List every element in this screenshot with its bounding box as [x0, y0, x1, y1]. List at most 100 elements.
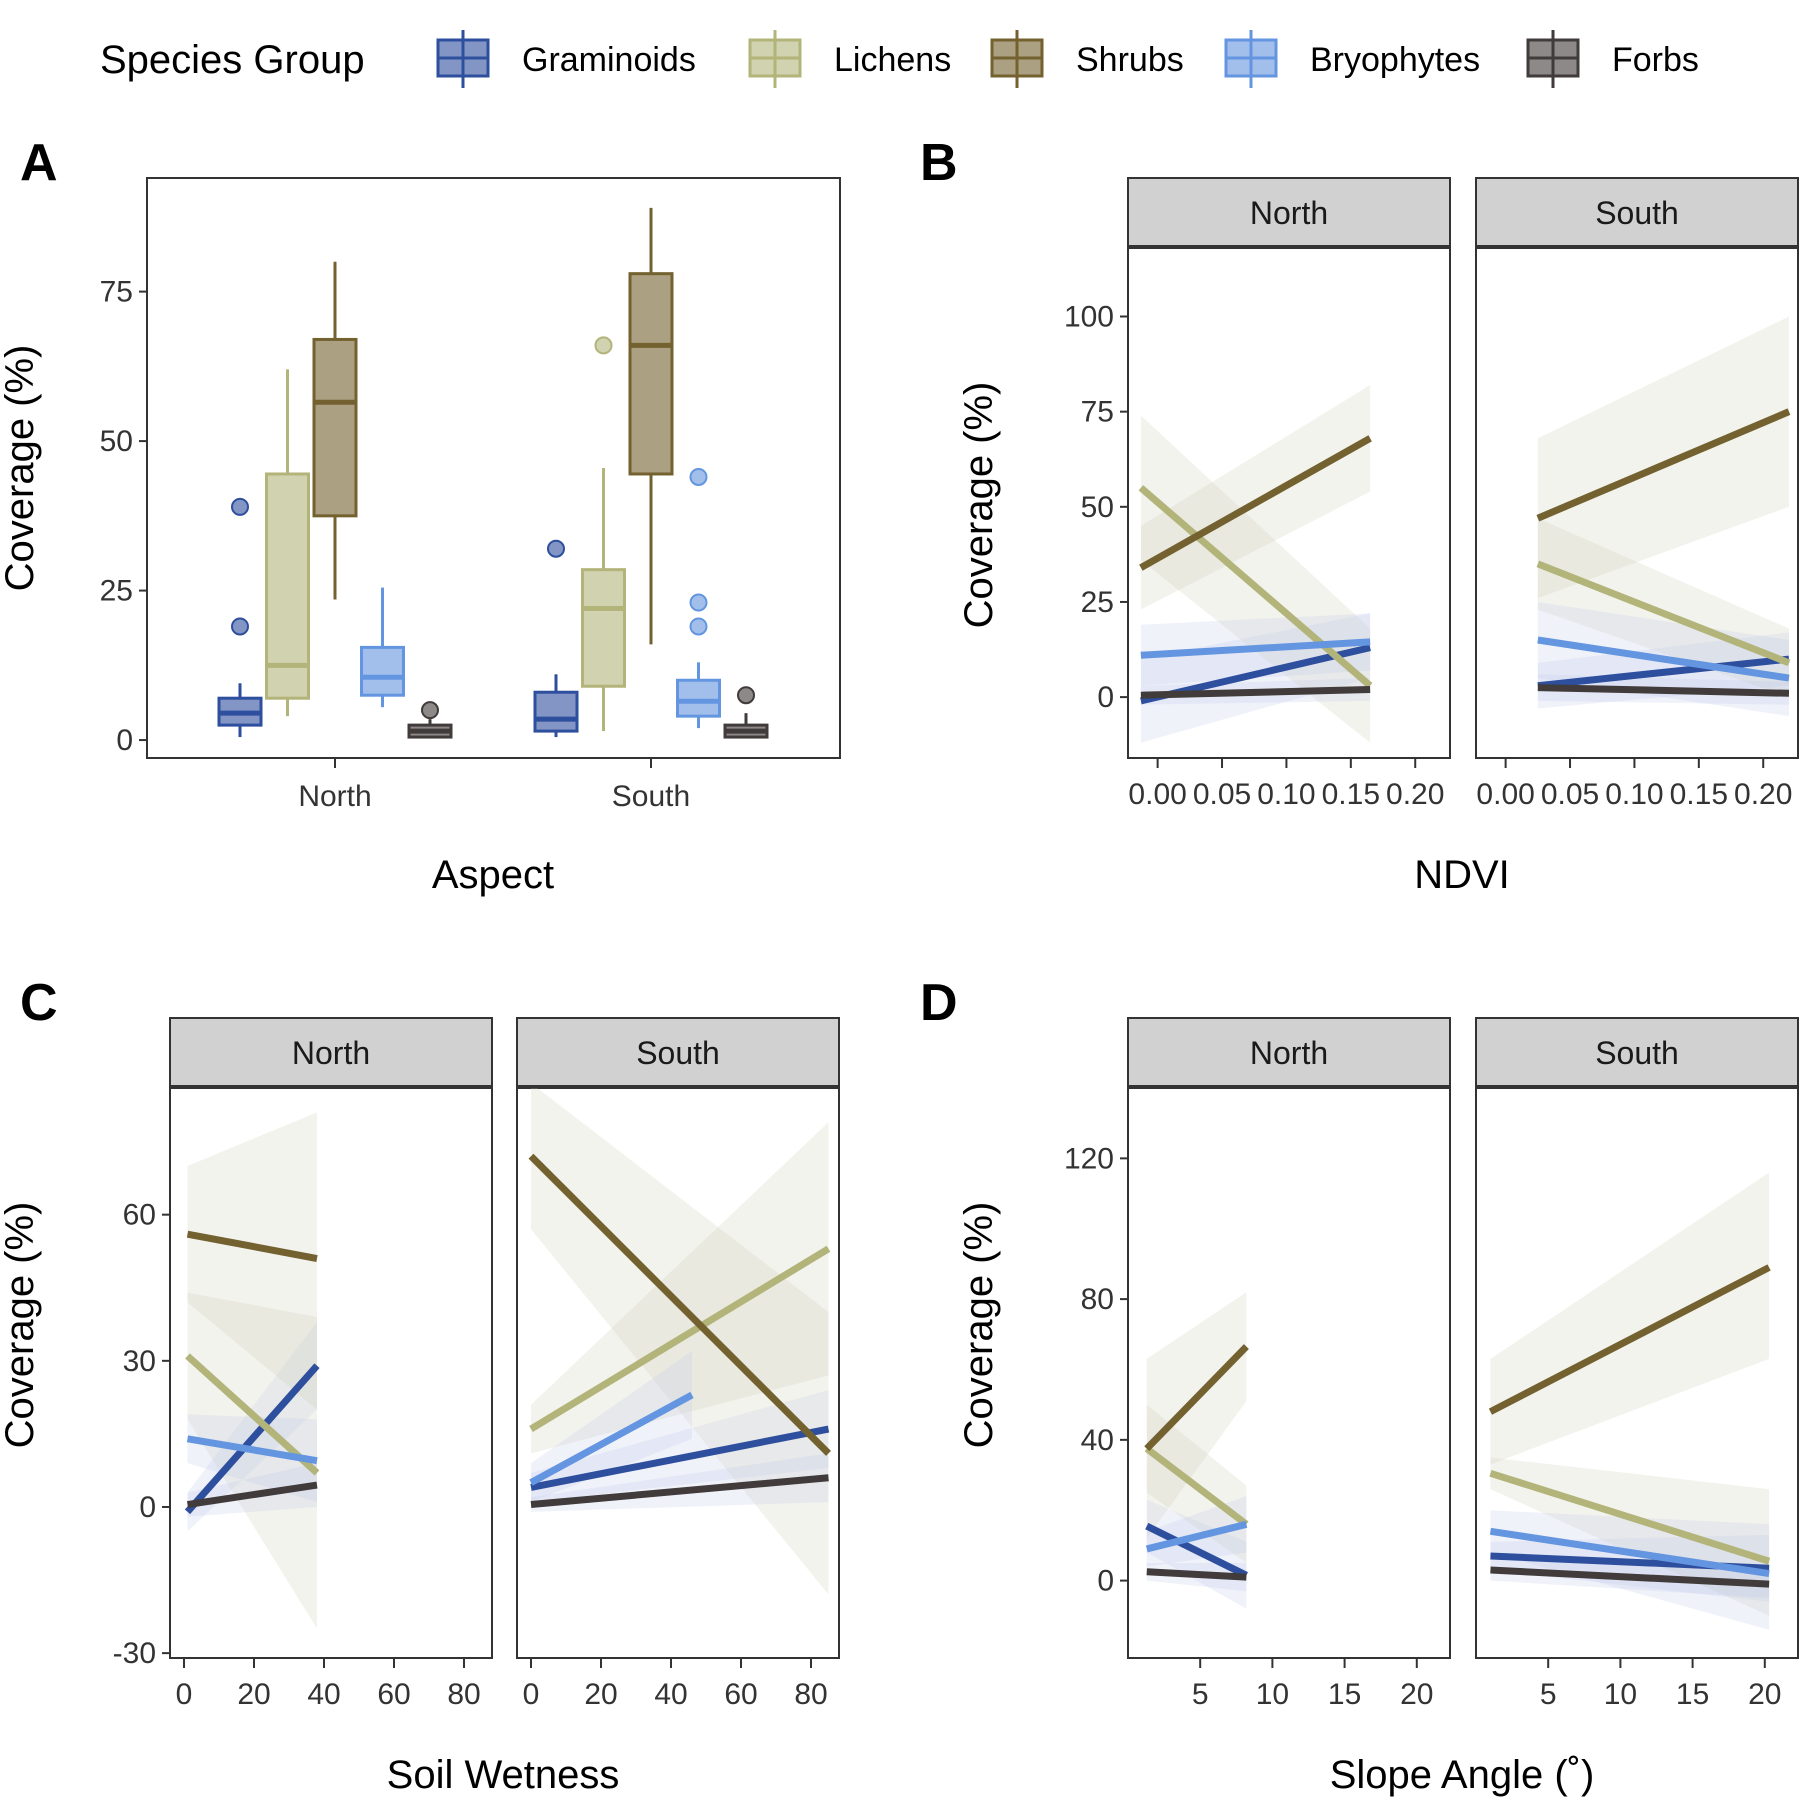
panel-c-soil-wetness: Soil Wetness Coverage (%) North -30 0 30 60 0…	[0, 1017, 840, 1797]
panel-a-ytick-label: 50	[100, 425, 133, 458]
panel-d-slope-angle: Slope Angle (˚) Coverage (%) North 0 40 80 1…	[957, 1017, 1799, 1797]
box-body	[628, 272, 674, 476]
facet-strip-label: South	[1595, 195, 1679, 231]
trend-line-shrubs	[1488, 1264, 1771, 1415]
trend-line-graminoids	[530, 1425, 830, 1491]
panel-b-ytick-label: 75	[1081, 396, 1114, 429]
panel-a-ytick-label: 25	[100, 575, 133, 608]
trend-line-forbs	[1537, 684, 1790, 697]
panel-d-facet-south: South 5 10 15 20	[1475, 1017, 1799, 1711]
trend-line-lichens	[1138, 485, 1373, 689]
panel-b-facet-north: North 0 25 50 75 100 0.00 0.05 0.10 0.15 0.20	[1064, 177, 1451, 811]
facet-xtick-label: 20	[584, 1678, 617, 1711]
facet-xtick-label: 15	[1328, 1678, 1361, 1711]
facet-lines	[1488, 1264, 1771, 1588]
facet-lines	[1144, 1344, 1249, 1581]
box-body	[312, 337, 358, 518]
trend-line-bryophytes	[186, 1435, 318, 1465]
trend-line-graminoids	[184, 1363, 320, 1515]
trend-line-forbs	[1146, 1568, 1247, 1581]
box-north-forbs	[407, 701, 453, 739]
panel-a-boxplot: Aspect Coverage (%) 0 25 50 75 North South	[0, 177, 841, 897]
box-south-forbs	[723, 686, 769, 739]
facet-lines	[1138, 435, 1373, 705]
box-outlier	[689, 593, 708, 612]
facet-xtick-label: 15	[1676, 1678, 1709, 1711]
box-north-lichens	[265, 369, 310, 717]
box-outlier	[737, 686, 755, 705]
facet-frame	[169, 1087, 493, 1659]
panel-a-xlabel: Aspect	[432, 853, 554, 897]
facet-xtick-label: 5	[1540, 1678, 1557, 1711]
facet-strip-label: North	[292, 1035, 370, 1071]
box-outlier	[231, 617, 249, 636]
ci-ribbon-shrubs	[1537, 316, 1789, 599]
ci-ribbon-shrubs	[1146, 1292, 1247, 1539]
trend-line-lichens	[1144, 1445, 1249, 1528]
panel-b-xlabel: NDVI	[1414, 853, 1510, 897]
legend-label-graminoids: Graminoids	[522, 41, 696, 79]
trend-line-bryophytes	[1537, 636, 1790, 682]
facet-xtick-label: 80	[794, 1678, 827, 1711]
box-south-bryophytes	[676, 467, 721, 729]
facet-xtick-label: 0.00	[1476, 778, 1534, 811]
facet-xtick-label: 40	[654, 1678, 687, 1711]
legend-label-shrubs: Shrubs	[1076, 41, 1184, 79]
panel-a-xtick-label: North	[298, 780, 371, 813]
facet-xtick-label: 40	[307, 1678, 340, 1711]
trend-line-lichens	[185, 1353, 320, 1476]
facet-xtick-label: 0.05	[1541, 778, 1599, 811]
ci-ribbon-shrubs	[1140, 385, 1371, 610]
panel-letter-b: B	[920, 134, 958, 192]
trend-line-lichens	[1489, 1469, 1771, 1565]
panel-c-facet-north: North -30 0 30 60 0 20 40 60 80	[113, 1017, 493, 1711]
trend-line-bryophytes	[1489, 1527, 1770, 1578]
facet-xtick-label: 0.15	[1322, 778, 1380, 811]
facet-xtick-label: 20	[1748, 1678, 1781, 1711]
panel-d-ytick-label: 0	[1097, 1565, 1114, 1598]
facet-xtick-label: 0.20	[1734, 778, 1792, 811]
box-outlier	[594, 336, 613, 355]
box-south-shrubs	[628, 207, 674, 645]
trend-line-bryophytes	[1145, 1520, 1248, 1553]
ci-ribbon-lichens	[531, 1122, 829, 1454]
facet-frame	[516, 1087, 840, 1659]
legend-label-bryophytes: Bryophytes	[1310, 41, 1480, 79]
facet-frame	[1127, 1087, 1451, 1659]
facet-xtick-label: 20	[1400, 1678, 1433, 1711]
box-outlier	[231, 497, 249, 516]
ci-ribbon-shrubs	[187, 1112, 317, 1410]
panel-c-ytick-label: 30	[123, 1345, 156, 1378]
facet-xtick-label: 0.15	[1670, 778, 1728, 811]
legend-label-lichens: Lichens	[834, 41, 951, 79]
panel-a-ytick-label: 75	[100, 276, 133, 309]
panel-b-ytick-label: 25	[1081, 586, 1114, 619]
facet-xtick-label: 0.20	[1386, 778, 1444, 811]
facet-lines	[528, 1153, 831, 1509]
facet-strip-label: North	[1250, 1035, 1328, 1071]
trend-line-forbs	[186, 1481, 318, 1508]
panel-d-facet-north: North 0 40 80 120 5 10 15 20	[1064, 1017, 1451, 1711]
facet-strip-label: South	[1595, 1035, 1679, 1071]
panel-c-ytick-label: -30	[113, 1637, 156, 1670]
legend-key-shrubs: Shrubs	[990, 30, 1184, 88]
facet-xtick-label: 0.10	[1605, 778, 1663, 811]
facet-strip	[1475, 1017, 1799, 1087]
facet-xtick-label: 0	[523, 1678, 540, 1711]
panel-letter-a: A	[20, 134, 58, 192]
box-outlier	[689, 467, 708, 486]
trend-line-forbs	[1140, 685, 1371, 699]
trend-line-shrubs	[528, 1153, 831, 1456]
facet-xtick-label: 60	[724, 1678, 757, 1711]
legend: Species Group Graminoids Lichens Shrubs Bry…	[100, 30, 1699, 88]
panel-c-ytick-label: 0	[139, 1491, 156, 1524]
panel-b-ytick-label: 100	[1064, 301, 1114, 334]
ci-ribbon-lichens	[1537, 518, 1789, 698]
box-body	[676, 678, 721, 718]
facet-strip-label: South	[636, 1035, 720, 1071]
panel-letter-d: D	[920, 974, 958, 1032]
box-outlier	[547, 539, 565, 558]
facet-lines	[184, 1230, 320, 1515]
box-body	[533, 690, 579, 733]
panel-a-ylabel: Coverage (%)	[0, 345, 42, 592]
